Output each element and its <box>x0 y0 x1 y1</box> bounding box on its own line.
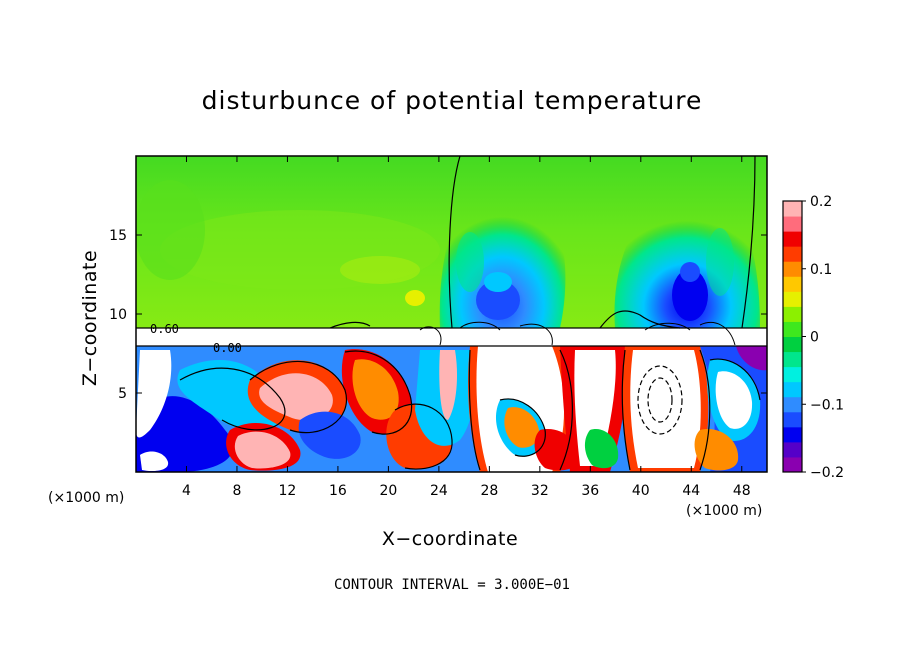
contour-label-1: 0.00 <box>213 341 242 355</box>
colorbar-segment <box>783 201 802 217</box>
stable-band <box>136 328 767 346</box>
colorbar-tick-label: 0.2 <box>810 194 832 210</box>
y-tick-label: 10 <box>109 307 127 323</box>
x-tick-label: 12 <box>279 483 297 499</box>
y-tick-label: 5 <box>118 386 127 402</box>
x-axis: 4 8 12 16 20 24 28 32 36 40 44 48 <box>182 156 751 499</box>
x-tick-label: 44 <box>682 483 700 499</box>
contour-interval-note: CONTOUR INTERVAL = 3.000E−01 <box>333 577 570 593</box>
colorbar-segment <box>783 261 802 277</box>
colorbar-segment <box>783 426 802 443</box>
y-tick-label: 15 <box>109 228 127 244</box>
x-tick-label: 16 <box>329 483 347 499</box>
convective-cell-right <box>630 350 701 468</box>
x-unit-right: (×1000 m) <box>686 503 763 519</box>
contour-label-0: 0.60 <box>150 322 179 336</box>
colorbar-segment <box>783 351 802 368</box>
x-tick-label: 32 <box>531 483 549 499</box>
colorbar-tick-label: −0.1 <box>810 397 844 413</box>
colorbar-segment <box>783 216 802 232</box>
x-axis-label: X−coordinate <box>381 528 519 550</box>
colorbar-segment <box>783 336 802 353</box>
x-tick-label: 4 <box>182 483 191 499</box>
colorbar-segment <box>783 231 802 247</box>
x-tick-label: 20 <box>379 483 397 499</box>
x-tick-label: 36 <box>581 483 599 499</box>
colorbar-segment <box>783 321 802 337</box>
colorbar <box>783 201 802 473</box>
colorbar-segment <box>783 456 802 473</box>
colorbar-tick-label: 0 <box>810 330 819 346</box>
x-tick-label: 8 <box>232 483 241 499</box>
colorbar-segment <box>783 366 802 383</box>
colorbar-ticks: 0.2 0.1 0 −0.1 −0.2 <box>802 194 844 481</box>
colorbar-tick-label: 0.1 <box>810 262 832 278</box>
x-tick-label: 48 <box>733 483 751 499</box>
contour-lines <box>136 156 767 471</box>
colorbar-tick-label: −0.2 <box>810 465 844 481</box>
colorbar-segment <box>783 276 802 292</box>
colorbar-segment <box>783 411 802 428</box>
y-axis-label: Z−coordinate <box>79 249 101 387</box>
colorbar-segment <box>783 246 802 262</box>
colorbar-segment <box>783 441 802 458</box>
x-unit-left: (×1000 m) <box>48 490 125 506</box>
colorbar-segment <box>783 291 802 307</box>
y-axis: 5 10 15 <box>109 228 767 402</box>
x-tick-label: 28 <box>480 483 498 499</box>
colorbar-segment <box>783 306 802 322</box>
x-tick-label: 40 <box>632 483 650 499</box>
chart-title: disturbunce of potential temperature <box>201 86 703 115</box>
x-tick-label: 24 <box>430 483 448 499</box>
colorbar-segment <box>783 396 802 413</box>
colorbar-segment <box>783 381 802 398</box>
heatmap-field <box>136 156 767 472</box>
